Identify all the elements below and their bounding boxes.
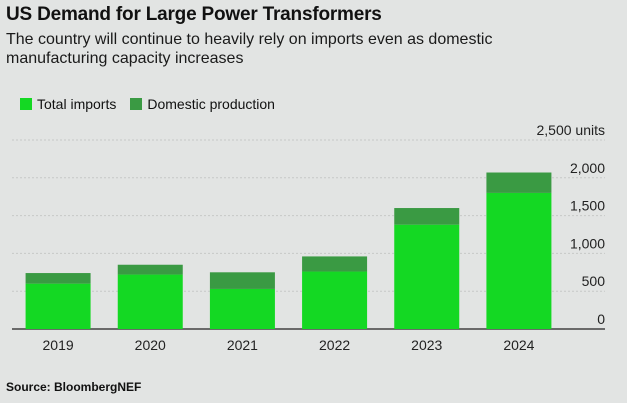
bar-domestic-2023 xyxy=(394,208,460,225)
bar-imports-2021 xyxy=(209,288,275,329)
bar-domestic-2022 xyxy=(302,256,368,272)
x-tick-label: 2019 xyxy=(43,337,74,353)
y-tick-label: 2,000 xyxy=(570,160,605,176)
y-tick-label: 2,500 units xyxy=(537,122,606,138)
y-tick-label: 500 xyxy=(582,273,606,289)
legend: Total imports Domestic production xyxy=(20,96,289,112)
legend-label-imports: Total imports xyxy=(37,96,117,112)
bar-imports-2024 xyxy=(486,192,552,329)
chart-title: US Demand for Large Power Transformers xyxy=(6,4,382,25)
x-tick-label: 2023 xyxy=(411,337,442,353)
y-tick-label: 1,000 xyxy=(570,235,605,251)
legend-swatch-domestic xyxy=(130,98,143,110)
legend-item-domestic: Domestic production xyxy=(130,96,275,112)
x-tick-label: 2021 xyxy=(227,337,258,353)
bar-imports-2023 xyxy=(394,224,460,329)
y-tick-label: 0 xyxy=(597,311,605,327)
bar-domestic-2019 xyxy=(25,273,91,284)
x-tick-label: 2024 xyxy=(503,337,534,353)
x-tick-label: 2020 xyxy=(135,337,166,353)
legend-label-domestic: Domestic production xyxy=(147,96,275,112)
legend-item-imports: Total imports xyxy=(20,96,116,112)
legend-swatch-imports xyxy=(20,98,32,110)
bar-domestic-2020 xyxy=(117,264,183,275)
source-note: Source: BloombergNEF xyxy=(6,380,142,394)
bar-imports-2019 xyxy=(25,283,91,329)
bar-domestic-2021 xyxy=(209,272,275,289)
chart-subtitle: The country will continue to heavily rel… xyxy=(6,31,493,67)
bar-imports-2020 xyxy=(117,274,183,329)
bar-imports-2022 xyxy=(302,271,368,329)
bar-domestic-2024 xyxy=(486,172,552,193)
x-tick-label: 2022 xyxy=(319,337,350,353)
y-tick-label: 1,500 xyxy=(570,198,605,214)
